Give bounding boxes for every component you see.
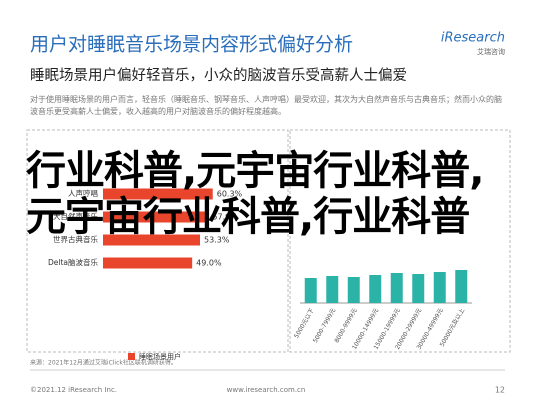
value-label: 49.0% <box>196 259 222 268</box>
x-tick-label: 5000元以下 <box>293 307 316 339</box>
category-label: Delta脑波音乐 <box>48 257 99 267</box>
bar <box>433 272 446 303</box>
website: www.iresearch.com.cn <box>227 386 306 394</box>
bar <box>304 278 317 303</box>
bar <box>103 257 193 269</box>
bar <box>103 211 209 223</box>
bar <box>412 274 425 303</box>
bar <box>103 234 201 246</box>
category-label: 世界古典音乐 <box>53 234 98 244</box>
value-label: 60.3% <box>217 190 243 199</box>
paragraph: 对于使用睡眠场景的用户而言，轻音乐（睡眠音乐、钢琴音乐、人声哼唱）最受欢迎，其次… <box>30 95 502 116</box>
bar <box>326 276 339 303</box>
bar <box>390 273 403 303</box>
source: 来源：2021年12月通过艾瑞iClick社区联机调研获得。 <box>30 359 177 367</box>
bar <box>369 275 382 303</box>
value-label: 53.3% <box>204 236 230 245</box>
subtitle: 睡眠场景用户偏好轻音乐，小众的脑波音乐受高薪人士偏爱 <box>30 67 407 84</box>
chart-frame <box>289 129 511 353</box>
page-title: 用户对睡眠音乐场景内容形式偏好分析 <box>30 34 353 56</box>
copyright: ©2021.12 iResearch Inc. <box>30 386 117 394</box>
logo: iResearch <box>441 31 505 46</box>
page-number: 12 <box>495 386 505 395</box>
bar <box>347 277 360 303</box>
bar <box>103 188 213 200</box>
legend-label: 睡眠场景用户 <box>139 352 181 361</box>
category-label: 大自然声音乐 <box>53 211 98 221</box>
legend-swatch <box>128 353 135 360</box>
category-label: 人声哼唱 <box>68 188 98 198</box>
overlay-text: 行业科普,元宇宙行业科普,元宇宙行业科普,行业科普 <box>26 148 484 240</box>
value-label: 57.9% <box>212 213 238 222</box>
chart-frame <box>26 129 289 353</box>
bar <box>455 270 468 303</box>
logo-sub: 艾瑞咨询 <box>477 47 505 56</box>
